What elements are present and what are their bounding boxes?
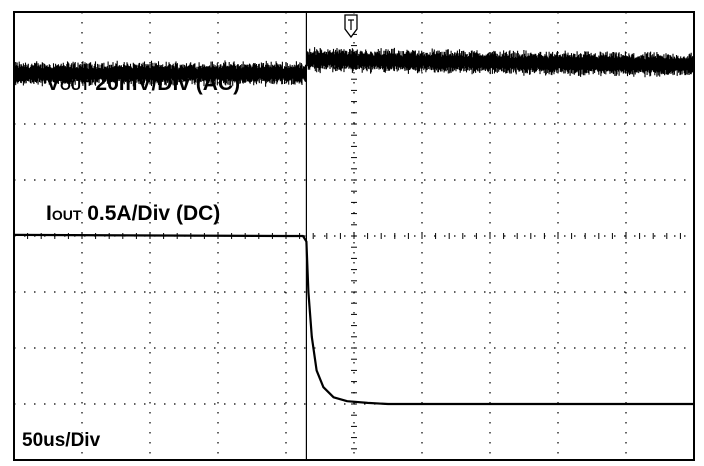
vout-name-sub: OUT	[60, 77, 90, 93]
iout-name-main: I	[46, 202, 52, 225]
iout-name-sub: OUT	[52, 207, 82, 223]
iout-channel-label: IOUT 0.5A/Div (DC)	[46, 202, 220, 225]
timebase-label: 50us/Div	[22, 430, 101, 451]
traces	[13, 47, 694, 406]
vout-scale: 20mV/Div (AC)	[90, 72, 241, 95]
vout-channel-label: VOUT 20mV/Div (AC)	[46, 72, 240, 95]
iout-scale: 0.5A/Div (DC)	[81, 202, 220, 225]
trigger-marker-icon	[344, 14, 358, 39]
vout-name-main: V	[46, 72, 60, 95]
vout-trace	[14, 47, 694, 87]
iout-trace	[13, 233, 694, 406]
